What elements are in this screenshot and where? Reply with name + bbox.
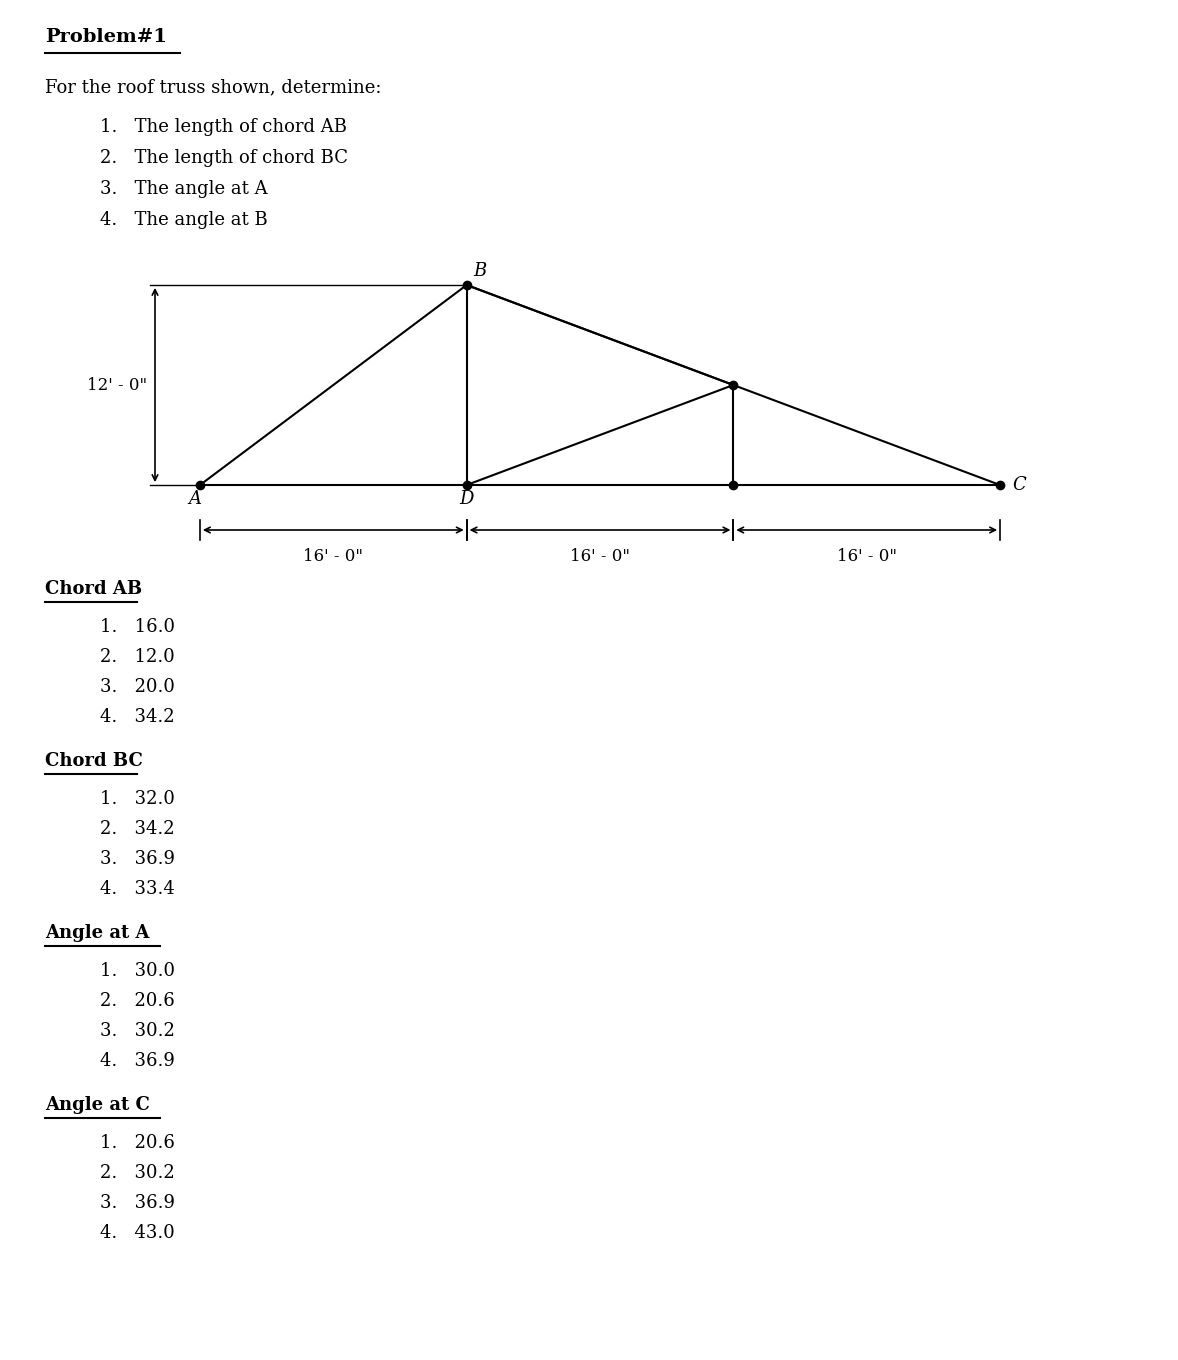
Text: For the roof truss shown, determine:: For the roof truss shown, determine: — [45, 78, 382, 97]
Text: 2.   20.6: 2. 20.6 — [100, 991, 174, 1010]
Text: 3.   36.9: 3. 36.9 — [100, 850, 176, 868]
Text: 1.   32.0: 1. 32.0 — [100, 790, 174, 808]
Text: 4.   The angle at B: 4. The angle at B — [100, 211, 267, 228]
Text: 16' - 0": 16' - 0" — [570, 548, 630, 564]
Text: D: D — [459, 490, 474, 509]
Text: 2.   12.0: 2. 12.0 — [100, 647, 174, 666]
Text: C: C — [1012, 476, 1026, 494]
Text: 2.   34.2: 2. 34.2 — [100, 820, 174, 838]
Text: 1.   20.6: 1. 20.6 — [100, 1134, 174, 1152]
Text: 3.   20.0: 3. 20.0 — [100, 679, 174, 696]
Text: 16' - 0": 16' - 0" — [836, 548, 896, 564]
Text: Angle at A: Angle at A — [45, 923, 150, 942]
Text: 4.   33.4: 4. 33.4 — [100, 880, 174, 898]
Text: Chord BC: Chord BC — [45, 752, 143, 770]
Text: 2.   The length of chord BC: 2. The length of chord BC — [100, 150, 348, 167]
Text: 2.   30.2: 2. 30.2 — [100, 1164, 174, 1182]
Text: Angle at C: Angle at C — [45, 1096, 150, 1114]
Text: 3.   36.9: 3. 36.9 — [100, 1194, 176, 1212]
Text: Problem#1: Problem#1 — [45, 29, 167, 46]
Text: A: A — [188, 490, 201, 509]
Text: 1.   The length of chord AB: 1. The length of chord AB — [100, 118, 348, 136]
Text: 16' - 0": 16' - 0" — [303, 548, 363, 564]
Text: 4.   34.2: 4. 34.2 — [100, 709, 174, 726]
Text: 4.   43.0: 4. 43.0 — [100, 1224, 174, 1242]
Text: 3.   30.2: 3. 30.2 — [100, 1021, 174, 1040]
Text: 3.   The angle at A: 3. The angle at A — [100, 180, 267, 199]
Text: 4.   36.9: 4. 36.9 — [100, 1053, 174, 1070]
Text: 1.   30.0: 1. 30.0 — [100, 962, 176, 981]
Text: B: B — [474, 262, 487, 280]
Text: 1.   16.0: 1. 16.0 — [100, 617, 176, 636]
Text: Chord AB: Chord AB — [45, 579, 143, 598]
Text: 12' - 0": 12' - 0" — [87, 377, 147, 393]
